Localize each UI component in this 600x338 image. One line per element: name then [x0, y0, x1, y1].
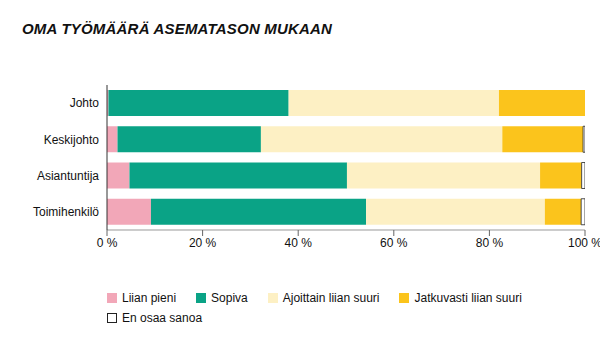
svg-text:20 %: 20 % [189, 236, 217, 250]
svg-text:Toimihenkilö: Toimihenkilö [33, 205, 99, 219]
svg-text:Johto: Johto [70, 96, 100, 110]
svg-text:100 %: 100 % [568, 236, 592, 250]
html-text:Liian pieni: Liian pieni [122, 291, 176, 305]
svg-text:0 %: 0 % [97, 236, 118, 250]
svg-text:60 %: 60 % [380, 236, 408, 250]
html-text:OMA TYÖMÄÄRÄ ASEMATASON MUKAAN: OMA TYÖMÄÄRÄ ASEMATASON MUKAAN [22, 20, 333, 37]
svg-text:40 %: 40 % [285, 236, 313, 250]
html-text:Sopiva: Sopiva [211, 291, 248, 305]
svg-text:Asiantuntija: Asiantuntija [37, 169, 99, 183]
html-text:Ajoittain liian suuri: Ajoittain liian suuri [282, 291, 380, 305]
html-text:En osaa sanoa: En osaa sanoa [122, 311, 203, 325]
html-text:Jatkuvasti liian suuri: Jatkuvasti liian suuri [414, 291, 522, 305]
svg-text:80 %: 80 % [476, 236, 504, 250]
svg-text:Keskijohto: Keskijohto [44, 133, 100, 147]
